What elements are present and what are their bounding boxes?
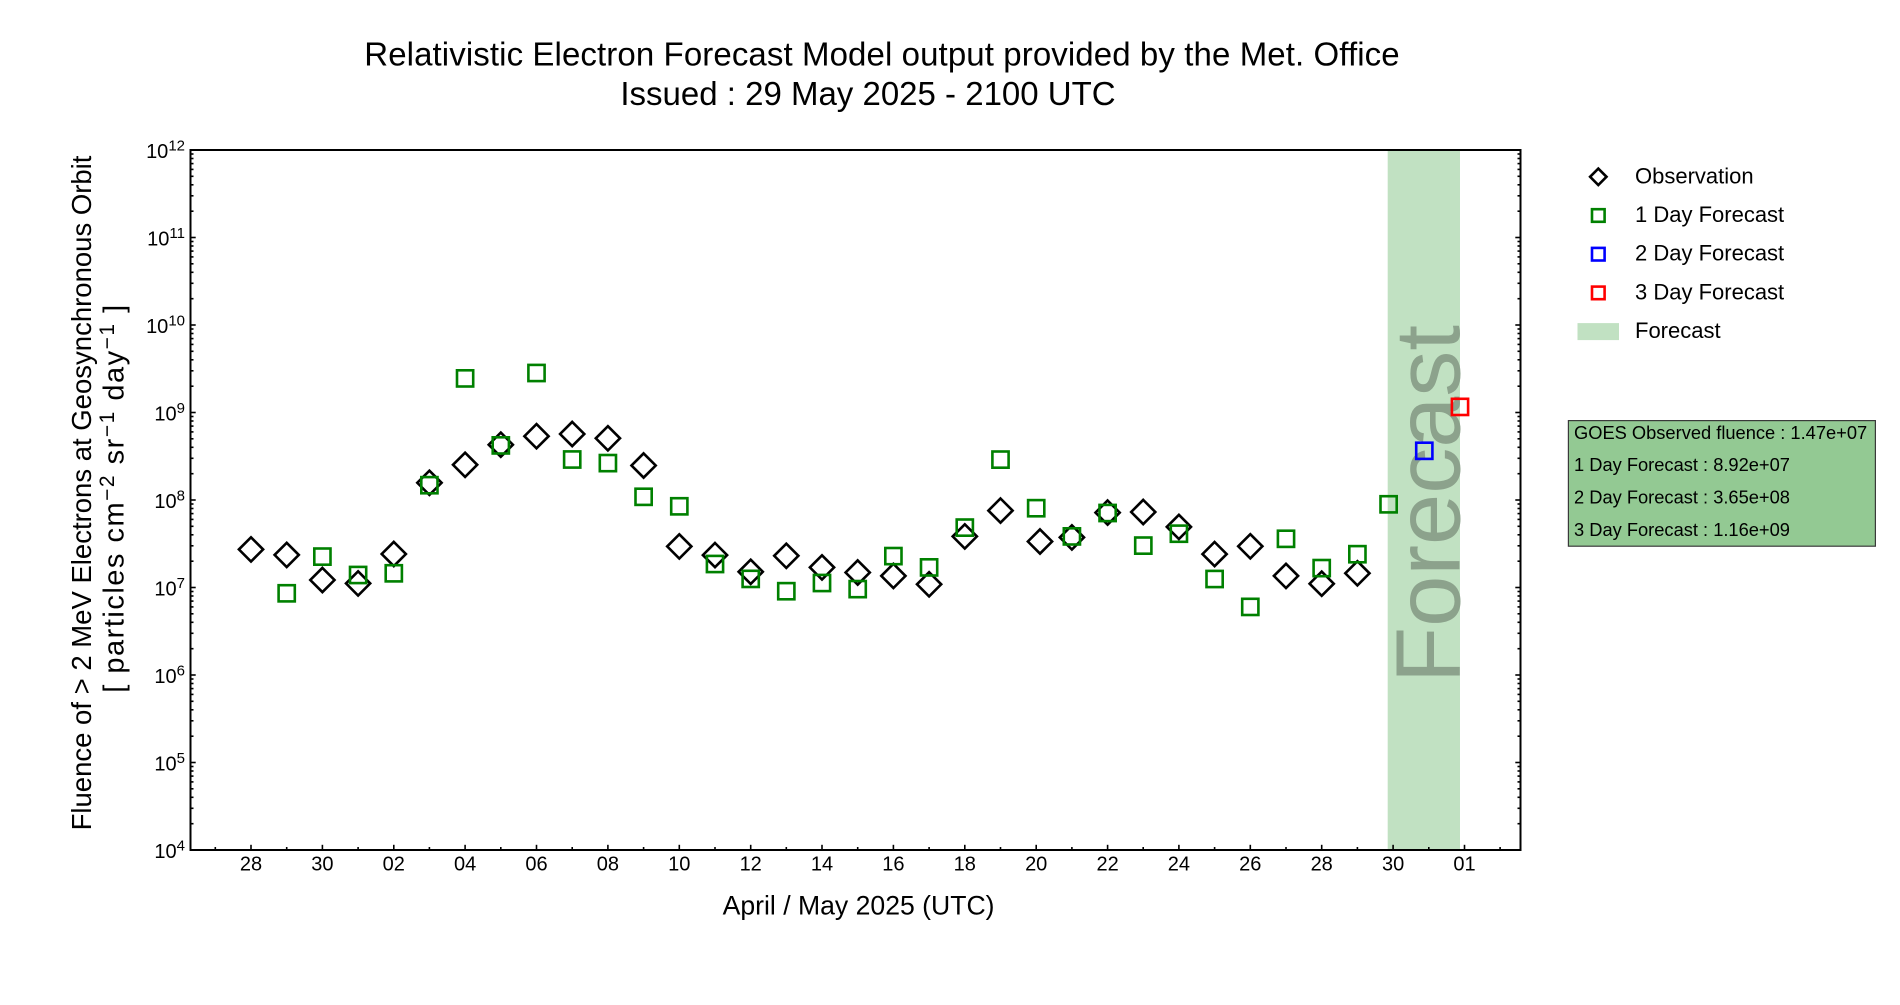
svg-text:Relativistic Electron Forecast: Relativistic Electron Forecast Model out… xyxy=(364,36,1399,73)
svg-text:16: 16 xyxy=(882,854,904,876)
svg-text:2 Day Forecast : 3.65e+08: 2 Day Forecast : 3.65e+08 xyxy=(1574,487,1790,508)
svg-text:28: 28 xyxy=(1311,854,1333,876)
svg-text:26: 26 xyxy=(1239,854,1261,876)
svg-text:April / May 2025 (UTC): April / May 2025 (UTC) xyxy=(723,891,995,921)
svg-text:GOES Observed fluence : 1.47e+: GOES Observed fluence : 1.47e+07 xyxy=(1574,422,1867,443)
svg-text:Observation: Observation xyxy=(1635,163,1754,188)
svg-text:12: 12 xyxy=(740,854,762,876)
svg-text:04: 04 xyxy=(454,854,476,876)
svg-text:24: 24 xyxy=(1168,854,1190,876)
svg-text:08: 08 xyxy=(597,854,619,876)
svg-text:Forecast: Forecast xyxy=(1635,318,1721,343)
svg-text:3 Day Forecast: 3 Day Forecast xyxy=(1635,279,1784,304)
svg-text:1 Day Forecast: 1 Day Forecast xyxy=(1635,202,1784,227)
svg-text:Fluence of > 2 MeV Electrons a: Fluence of > 2 MeV Electrons at Geosynch… xyxy=(66,155,97,830)
svg-text:Issued : 29 May 2025 - 2100 UT: Issued : 29 May 2025 - 2100 UTC xyxy=(620,75,1115,112)
svg-text:22: 22 xyxy=(1096,854,1118,876)
svg-text:28: 28 xyxy=(240,854,262,876)
svg-text:06: 06 xyxy=(525,854,547,876)
svg-text:30: 30 xyxy=(311,854,333,876)
svg-text:1012: 1012 xyxy=(146,138,185,163)
svg-text:3 Day Forecast : 1.16e+09: 3 Day Forecast : 1.16e+09 xyxy=(1574,519,1790,540)
svg-text:30: 30 xyxy=(1382,854,1404,876)
svg-text:10: 10 xyxy=(668,854,690,876)
svg-text:Forecast: Forecast xyxy=(1378,325,1480,683)
svg-text:14: 14 xyxy=(811,854,833,876)
svg-text:18: 18 xyxy=(954,854,976,876)
svg-text:2 Day Forecast: 2 Day Forecast xyxy=(1635,241,1784,266)
svg-text:20: 20 xyxy=(1025,854,1047,876)
svg-text:01: 01 xyxy=(1453,854,1475,876)
svg-text:1 Day Forecast : 8.92e+07: 1 Day Forecast : 8.92e+07 xyxy=(1574,454,1790,475)
svg-text:02: 02 xyxy=(383,854,405,876)
